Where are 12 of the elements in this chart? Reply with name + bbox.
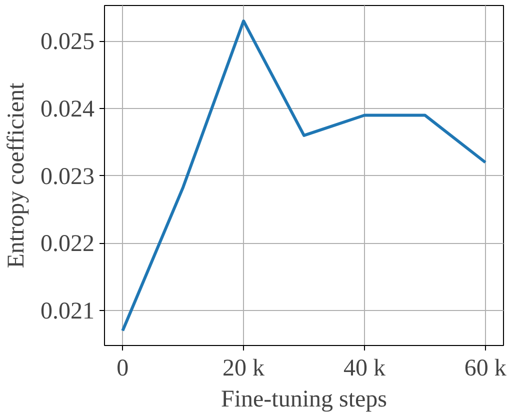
x-axis-title: Fine-tuning steps xyxy=(221,386,387,412)
x-tick-label: 20 k xyxy=(222,356,265,382)
y-tick-label: 0.025 xyxy=(40,29,94,56)
y-tick-label: 0.023 xyxy=(40,164,94,190)
x-tick-label: 60 k xyxy=(464,356,506,382)
line-series xyxy=(121,19,487,332)
y-tick-label: 0.024 xyxy=(40,96,94,123)
x-tick-label: 0 xyxy=(116,356,129,382)
y-axis-title: Entropy coefficient xyxy=(4,82,30,268)
y-tick-label: 0.022 xyxy=(40,231,94,258)
x-tick-label: 40 k xyxy=(343,356,386,382)
y-tick-label: 0.021 xyxy=(40,298,94,324)
